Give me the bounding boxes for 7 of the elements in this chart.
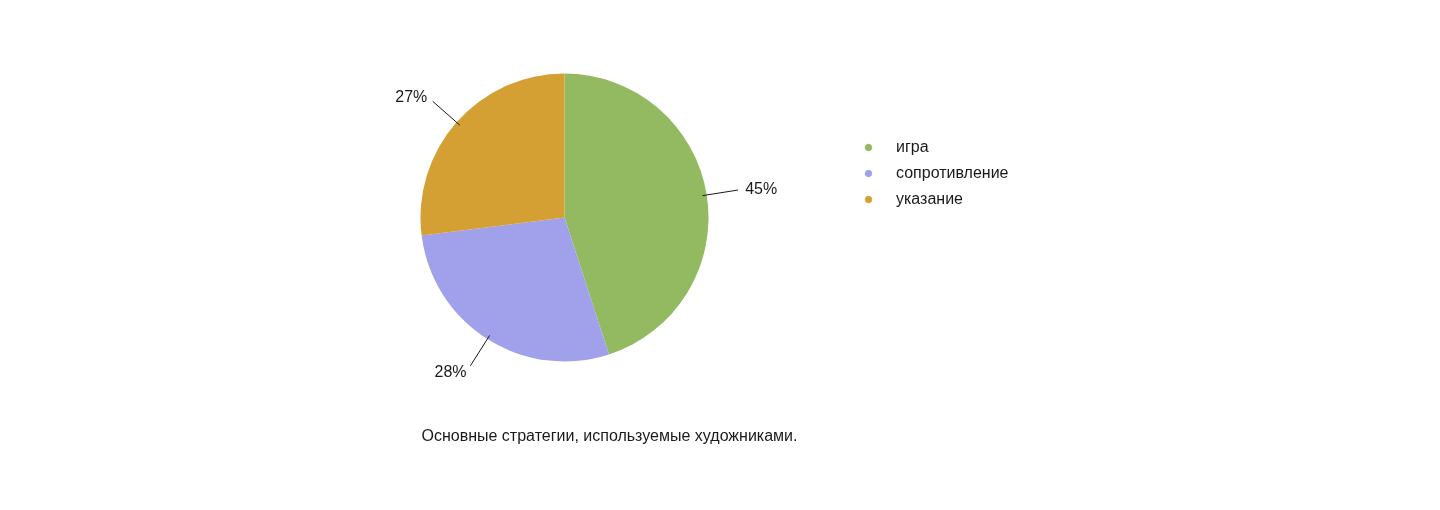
legend-label: сопротивление [896, 163, 1009, 183]
text: Основные стратегии, используемые художниками. [421, 427, 798, 444]
legend-label: игра [896, 137, 929, 157]
legend-label: указание [896, 189, 963, 209]
data-label: 27% [395, 88, 428, 106]
data-label: 28% [434, 363, 467, 381]
data-label: 45% [745, 180, 778, 198]
